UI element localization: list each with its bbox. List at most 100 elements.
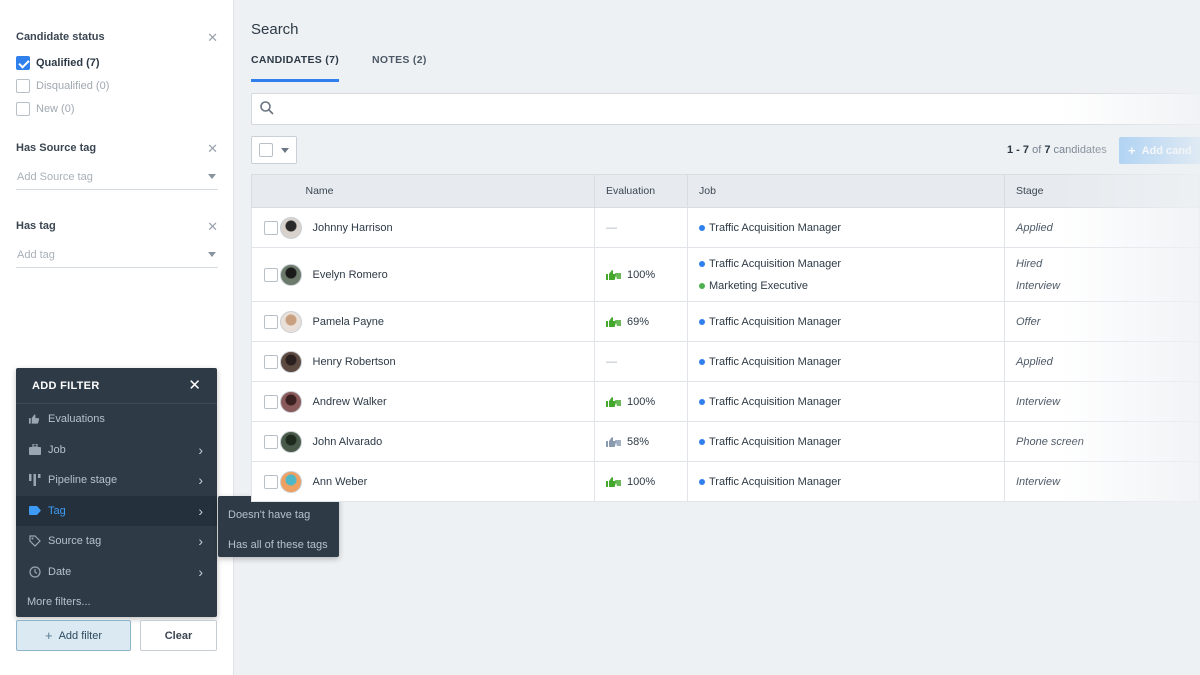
candidate-name[interactable]: Ann Weber xyxy=(312,475,368,488)
thumbs-up-icon xyxy=(606,396,622,408)
status-option-label: Qualified (7) xyxy=(36,56,100,69)
close-icon[interactable]: ✕ xyxy=(188,377,201,394)
submenu-item-has-all-tags[interactable]: Has all of these tags xyxy=(228,539,328,551)
job-cell: Traffic Acquisition Manager Marketing Exe… xyxy=(687,247,1005,302)
menu-item-label: Evaluations xyxy=(48,413,105,426)
job-title: Traffic Acquisition Manager xyxy=(709,395,842,408)
status-option-label: Disqualified (0) xyxy=(36,79,110,92)
add-candidate-button[interactable]: + Add cand xyxy=(1119,137,1200,164)
thumbs-up-icon xyxy=(606,476,622,488)
stage-cell: Applied xyxy=(1004,341,1200,382)
column-header-stage[interactable]: Stage xyxy=(1004,174,1200,208)
counter-of: of xyxy=(1032,144,1042,156)
chevron-down-icon xyxy=(208,174,216,179)
table-row[interactable]: Ann Weber 100% Traffic Acquisition Manager… xyxy=(251,461,1200,502)
submenu-item-doesnt-have-tag[interactable]: Doesn't have tag xyxy=(228,509,311,521)
row-checkbox[interactable] xyxy=(263,267,278,282)
select-all-checkbox[interactable] xyxy=(259,143,273,157)
search-icon xyxy=(260,100,274,118)
briefcase-icon xyxy=(28,443,41,456)
table-row[interactable]: Johnny Harrison — Traffic Acquisition Mana… xyxy=(251,207,1200,248)
add-filter-button[interactable]: + Add filter xyxy=(16,620,131,651)
job-status-dot xyxy=(699,398,705,405)
chevron-right-icon: › xyxy=(198,441,203,458)
close-icon[interactable]: ✕ xyxy=(207,140,218,156)
job-title: Traffic Acquisition Manager xyxy=(709,257,842,270)
bulk-select-dropdown[interactable] xyxy=(251,136,297,164)
column-header-name[interactable]: Name xyxy=(277,174,595,208)
table-row[interactable]: Henry Robertson — Traffic Acquisition Mana… xyxy=(251,341,1200,382)
row-checkbox[interactable] xyxy=(263,314,278,329)
job-title: Traffic Acquisition Manager xyxy=(709,475,842,488)
menu-item-tag[interactable]: Tag › xyxy=(16,495,217,526)
job-title: Traffic Acquisition Manager xyxy=(709,221,842,234)
job-entry[interactable]: Traffic Acquisition Manager xyxy=(688,253,1004,275)
search-input[interactable] xyxy=(280,102,1200,116)
job-entry[interactable]: Marketing Executive xyxy=(688,275,1004,297)
row-checkbox[interactable] xyxy=(263,474,278,489)
source-tag-dropdown[interactable]: Add Source tag xyxy=(16,164,218,190)
row-checkbox-cell xyxy=(251,207,278,248)
avatar xyxy=(279,350,302,373)
evaluation-cell: 100% xyxy=(594,461,688,502)
status-option-qualified[interactable]: Qualified (7) xyxy=(16,51,218,74)
job-entry[interactable]: Traffic Acquisition Manager xyxy=(688,217,1004,239)
name-cell: Henry Robertson xyxy=(277,341,595,382)
candidate-name[interactable]: Henry Robertson xyxy=(312,355,396,368)
table-row[interactable]: Andrew Walker 100% Traffic Acquisition Man… xyxy=(251,381,1200,422)
close-icon[interactable]: ✕ xyxy=(207,29,218,45)
row-checkbox[interactable] xyxy=(263,434,278,449)
row-checkbox[interactable] xyxy=(263,354,278,369)
menu-item-pipeline-stage[interactable]: Pipeline stage › xyxy=(16,465,217,496)
chevron-right-icon: › xyxy=(198,502,203,519)
source-tag-filter: Has Source tag ✕ Add Source tag xyxy=(16,140,218,190)
stage-value: Applied xyxy=(1016,221,1053,234)
candidate-name[interactable]: Johnny Harrison xyxy=(312,221,393,234)
column-header-job[interactable]: Job xyxy=(687,174,1005,208)
row-checkbox[interactable] xyxy=(263,394,278,409)
tab-candidates[interactable]: CANDIDATES (7) xyxy=(251,54,340,82)
stage-value: Interview xyxy=(1016,475,1061,488)
job-status-dot xyxy=(699,318,705,325)
job-entry[interactable]: Traffic Acquisition Manager xyxy=(688,391,1004,413)
checkbox[interactable] xyxy=(16,101,30,116)
job-entry[interactable]: Traffic Acquisition Manager xyxy=(688,351,1004,373)
job-entry[interactable]: Traffic Acquisition Manager xyxy=(688,471,1004,493)
close-icon[interactable]: ✕ xyxy=(207,218,218,234)
clear-button[interactable]: Clear xyxy=(140,620,217,651)
evaluation-value: — xyxy=(606,221,617,234)
table-header-row: Name Evaluation Job Stage xyxy=(251,174,1200,208)
checkbox[interactable] xyxy=(16,78,30,93)
candidate-status-title: Candidate status xyxy=(16,31,105,43)
job-cell: Traffic Acquisition Manager xyxy=(687,461,1005,502)
job-entry[interactable]: Traffic Acquisition Manager xyxy=(688,311,1004,333)
counter-total: 7 xyxy=(1044,144,1051,156)
candidate-name[interactable]: Pamela Payne xyxy=(312,315,385,328)
avatar xyxy=(279,216,302,239)
menu-item-job[interactable]: Job › xyxy=(16,435,217,466)
tag-filter: Has tag ✕ Add tag xyxy=(16,218,218,268)
status-option-new[interactable]: New (0) xyxy=(16,97,218,120)
table-row[interactable]: Evelyn Romero 100% Traffic Acquisition Man… xyxy=(251,247,1200,302)
row-checkbox[interactable] xyxy=(263,220,278,235)
menu-item-date[interactable]: Date › xyxy=(16,557,217,588)
menu-item-evaluations[interactable]: Evaluations xyxy=(16,404,217,435)
candidate-name[interactable]: John Alvarado xyxy=(312,435,383,448)
tab-notes[interactable]: NOTES (2) xyxy=(372,54,427,66)
job-title: Marketing Executive xyxy=(709,279,809,292)
column-header-evaluation[interactable]: Evaluation xyxy=(594,174,688,208)
pipeline-icon xyxy=(28,474,41,487)
candidate-name[interactable]: Andrew Walker xyxy=(312,395,387,408)
checkbox-checked[interactable] xyxy=(16,55,30,70)
evaluation-cell: 58% xyxy=(594,421,688,462)
table-row[interactable]: Pamela Payne 69% Traffic Acquisition Manag… xyxy=(251,301,1200,342)
menu-item-source-tag[interactable]: Source tag › xyxy=(16,526,217,557)
tag-dropdown[interactable]: Add tag xyxy=(16,242,218,268)
candidate-name[interactable]: Evelyn Romero xyxy=(312,268,388,281)
job-entry[interactable]: Traffic Acquisition Manager xyxy=(688,431,1004,453)
status-option-disqualified[interactable]: Disqualified (0) xyxy=(16,74,218,97)
table-row[interactable]: John Alvarado 58% Traffic Acquisition Mana… xyxy=(251,421,1200,462)
more-filters-link[interactable]: More filters... xyxy=(27,596,91,608)
job-cell: Traffic Acquisition Manager xyxy=(687,341,1005,382)
candidates-table: Name Evaluation Job Stage Johnny Harriso… xyxy=(251,174,1200,502)
